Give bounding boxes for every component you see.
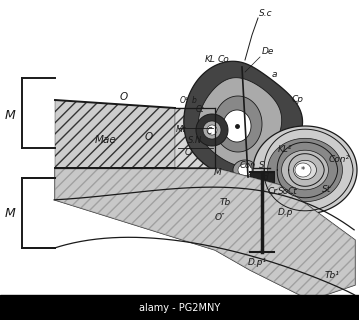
Text: Ct: Ct xyxy=(196,105,204,114)
Polygon shape xyxy=(233,160,257,180)
Text: d: d xyxy=(263,173,269,182)
Text: So: So xyxy=(278,187,289,196)
Polygon shape xyxy=(294,160,316,180)
Polygon shape xyxy=(175,108,215,168)
Text: KL: KL xyxy=(205,55,216,64)
Text: D.p: D.p xyxy=(278,208,294,217)
Text: a: a xyxy=(272,70,278,79)
Text: Cp: Cp xyxy=(292,95,304,104)
Text: St: St xyxy=(322,185,331,194)
Text: Co: Co xyxy=(218,55,230,64)
Polygon shape xyxy=(184,61,303,183)
Polygon shape xyxy=(207,125,217,135)
Text: M: M xyxy=(5,206,16,220)
Polygon shape xyxy=(198,78,282,166)
Text: Mae: Mae xyxy=(95,135,117,145)
Text: S.N: S.N xyxy=(188,136,202,145)
Text: alamy - PG2MNY: alamy - PG2MNY xyxy=(139,303,220,313)
Text: Ct: Ct xyxy=(288,187,298,196)
Text: O¹: O¹ xyxy=(180,96,189,105)
Text: Cl: Cl xyxy=(185,148,193,157)
Polygon shape xyxy=(223,110,251,142)
Text: Cr: Cr xyxy=(268,187,278,196)
Text: S.c: S.c xyxy=(259,9,272,18)
Polygon shape xyxy=(295,163,311,177)
Text: *: * xyxy=(301,165,305,174)
Bar xyxy=(0,295,359,320)
Text: 2: 2 xyxy=(239,123,245,132)
Text: M: M xyxy=(214,168,222,177)
Text: Tb: Tb xyxy=(220,198,231,207)
Text: Mt: Mt xyxy=(176,125,186,134)
Polygon shape xyxy=(196,114,228,146)
Polygon shape xyxy=(55,168,355,300)
Polygon shape xyxy=(55,100,175,168)
Polygon shape xyxy=(267,138,342,202)
Text: Con²: Con² xyxy=(329,155,350,164)
Text: Con: Con xyxy=(240,161,256,170)
Polygon shape xyxy=(55,168,355,300)
Text: b: b xyxy=(192,96,197,105)
Text: S: S xyxy=(259,161,264,170)
Text: C: C xyxy=(206,126,212,135)
Polygon shape xyxy=(253,126,357,214)
Text: M: M xyxy=(5,108,16,122)
Text: Tb¹: Tb¹ xyxy=(325,271,340,280)
Text: De: De xyxy=(262,47,274,56)
Polygon shape xyxy=(281,150,328,190)
Polygon shape xyxy=(214,96,262,152)
Polygon shape xyxy=(203,121,221,139)
Text: D.p¹: D.p¹ xyxy=(248,258,267,267)
Text: KL²: KL² xyxy=(278,145,293,154)
Text: O″: O″ xyxy=(215,213,225,222)
Polygon shape xyxy=(238,164,252,176)
Text: O: O xyxy=(120,92,128,102)
Text: O: O xyxy=(145,132,153,142)
Polygon shape xyxy=(250,172,274,252)
